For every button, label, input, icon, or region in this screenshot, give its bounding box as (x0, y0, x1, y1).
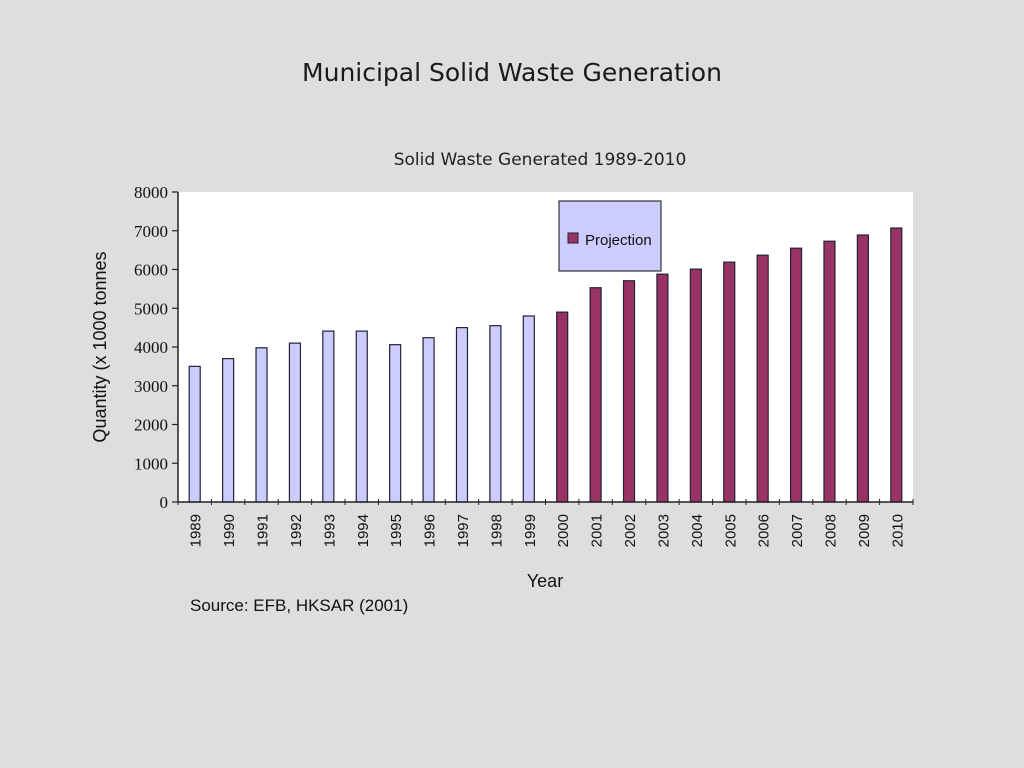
x-tick-label: 1993 (321, 514, 338, 547)
y-tick-label: 3000 (134, 377, 168, 396)
y-tick-label: 4000 (134, 338, 168, 357)
bar-actual-1989 (188, 365, 201, 503)
x-tick-label: 1992 (288, 514, 305, 547)
bar-actual-1993 (322, 330, 335, 503)
x-tick-label: 1989 (188, 514, 205, 547)
bar-projection-2001 (589, 287, 602, 503)
x-tick-label: 2003 (655, 514, 672, 547)
chart-title: Solid Waste Generated 1989-2010 (393, 150, 687, 170)
y-tick-label: 7000 (134, 222, 168, 241)
y-tick-label: 0 (160, 493, 169, 512)
x-tick-label: 1996 (422, 514, 439, 547)
y-tick-label: 6000 (134, 261, 168, 280)
x-tick-label: 1997 (455, 514, 472, 547)
y-tick-label: 5000 (134, 299, 168, 318)
x-tick-label: 1995 (388, 514, 405, 547)
bar-projection-2002 (622, 280, 636, 503)
bar-projection-2010 (890, 227, 903, 503)
bar-projection-2006 (756, 254, 769, 503)
x-tick-label: 2010 (889, 514, 906, 547)
x-ticks: 1989 1990 1991 1992 1993 1994 1995 1996 1997 1998… (177, 499, 914, 547)
x-tick-label: 2005 (722, 514, 739, 547)
x-axis-label: Year (527, 571, 563, 591)
y-axis-label: Quantity (x 1000 tonnes (90, 251, 110, 442)
bar-projection-2005 (723, 261, 736, 503)
bar-projection-2000 (556, 311, 569, 503)
x-tick-label: 2008 (822, 514, 839, 547)
x-tick-label: 2001 (589, 514, 606, 547)
bar-actual-1998 (489, 325, 502, 503)
y-ticks: 0 1000 2000 3000 4000 5000 6000 7000 8000 (134, 183, 178, 512)
bar-projection-2008 (823, 240, 836, 503)
source-note: Source: EFB, HKSAR (2001) (190, 596, 409, 615)
x-tick-label: 2000 (555, 514, 572, 547)
bar-projection-2004 (689, 268, 702, 503)
bar-actual-1994 (355, 330, 368, 503)
bar-actual-1997 (455, 327, 469, 503)
x-tick-label: 1999 (522, 514, 539, 547)
legend-swatch-projection (567, 232, 579, 244)
x-tick-label: 2007 (789, 514, 806, 547)
x-tick-label: 2006 (756, 514, 773, 547)
bar-actual-1990 (222, 358, 235, 503)
bar-actual-1991 (255, 347, 268, 503)
legend: Projection (558, 200, 662, 272)
y-tick-label: 1000 (134, 454, 168, 473)
x-tick-label: 2002 (622, 514, 639, 547)
bar-actual-1999 (522, 315, 535, 503)
y-tick-label: 2000 (134, 416, 168, 435)
y-tick-label: 8000 (134, 183, 168, 202)
x-tick-label: 2004 (689, 514, 706, 547)
x-tick-label: 1990 (221, 514, 238, 547)
plot-area (178, 192, 913, 502)
bar-actual-1992 (288, 342, 302, 503)
slide-title: Municipal Solid Waste Generation (302, 58, 722, 87)
x-tick-label: 1994 (355, 514, 372, 547)
x-tick-label: 1991 (255, 514, 272, 547)
legend-label-projection: Projection (585, 232, 652, 249)
bar-projection-2009 (856, 234, 869, 503)
bar-projection-2003 (656, 273, 669, 503)
bar-projection-2007 (789, 247, 803, 503)
bar-actual-1995 (389, 344, 402, 503)
bar-actual-1996 (422, 337, 435, 503)
x-tick-label: 2009 (856, 514, 873, 547)
x-tick-label: 1998 (488, 514, 505, 547)
